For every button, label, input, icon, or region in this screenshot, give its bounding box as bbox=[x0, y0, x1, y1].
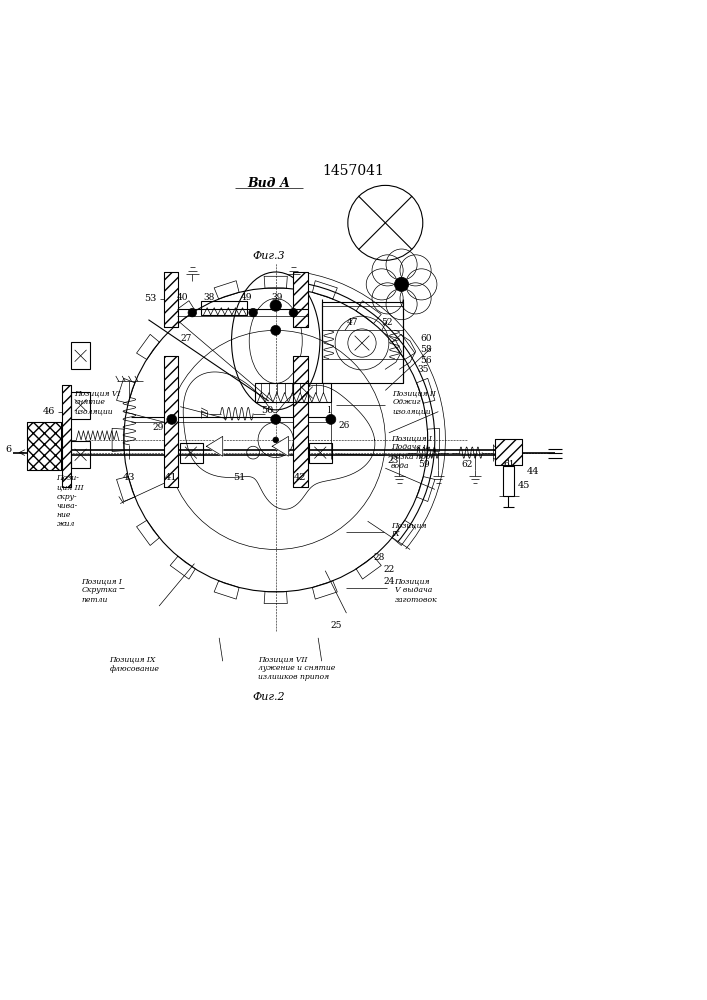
Circle shape bbox=[273, 437, 279, 443]
Text: Позиция I
Скрутка
петли: Позиция I Скрутка петли bbox=[81, 577, 122, 604]
Text: 56: 56 bbox=[421, 356, 432, 365]
Bar bbox=[27, 422, 61, 470]
Text: 58: 58 bbox=[421, 345, 432, 354]
Bar bbox=[71, 392, 90, 419]
Bar bbox=[293, 272, 308, 327]
Bar bbox=[71, 342, 90, 369]
Text: 51: 51 bbox=[233, 473, 245, 482]
Text: 40: 40 bbox=[177, 293, 188, 302]
Polygon shape bbox=[272, 436, 288, 456]
Bar bbox=[495, 439, 522, 465]
Text: 29: 29 bbox=[153, 423, 164, 432]
Circle shape bbox=[167, 414, 177, 424]
Text: 23: 23 bbox=[387, 456, 399, 465]
Bar bbox=[309, 443, 332, 463]
Text: 28: 28 bbox=[373, 553, 385, 562]
Text: 38: 38 bbox=[203, 293, 214, 302]
Text: 26: 26 bbox=[338, 421, 349, 430]
Text: 41: 41 bbox=[165, 473, 177, 482]
Text: Позиция VII
лужение и снятие
излишков припоя: Позиция VII лужение и снятие излишков пр… bbox=[258, 655, 335, 681]
Bar bbox=[495, 439, 522, 465]
Text: Позиция IX
флюсование: Позиция IX флюсование bbox=[110, 655, 160, 673]
Text: Фиг.2: Фиг.2 bbox=[252, 692, 285, 702]
Text: 47: 47 bbox=[346, 318, 358, 327]
Text: 45: 45 bbox=[518, 481, 530, 490]
Text: 59: 59 bbox=[419, 460, 430, 469]
Circle shape bbox=[271, 325, 281, 335]
Circle shape bbox=[271, 414, 281, 424]
Bar bbox=[62, 385, 71, 487]
Text: Позиция I
Подача и
резка про-
вода: Позиция I Подача и резка про- вода bbox=[391, 434, 433, 470]
Text: Фиг.3: Фиг.3 bbox=[252, 251, 285, 261]
Text: 35: 35 bbox=[417, 365, 428, 374]
Text: 24: 24 bbox=[383, 577, 395, 586]
Text: 1457041: 1457041 bbox=[322, 164, 385, 178]
Text: 39: 39 bbox=[271, 293, 283, 302]
Bar bbox=[164, 356, 178, 487]
Text: 43: 43 bbox=[123, 473, 136, 482]
Bar bbox=[180, 443, 203, 463]
Text: 46: 46 bbox=[42, 407, 55, 416]
Text: Позиция VI
снятие
изоляции: Позиция VI снятие изоляции bbox=[74, 389, 121, 416]
Bar bbox=[255, 383, 331, 402]
Circle shape bbox=[289, 308, 298, 317]
Circle shape bbox=[326, 414, 336, 424]
Bar bbox=[293, 356, 308, 487]
Text: Позиция II
Оджиг
изоляции: Позиция II Оджиг изоляции bbox=[392, 389, 436, 416]
Text: Вид А: Вид А bbox=[247, 177, 290, 190]
Polygon shape bbox=[206, 436, 223, 456]
Text: l: l bbox=[328, 406, 331, 415]
Text: 49: 49 bbox=[240, 293, 252, 302]
Bar bbox=[164, 272, 178, 327]
Text: 61: 61 bbox=[503, 460, 515, 469]
Bar bbox=[164, 272, 178, 327]
Text: 22: 22 bbox=[383, 565, 395, 574]
Text: 6: 6 bbox=[5, 445, 11, 454]
Text: 25: 25 bbox=[331, 621, 342, 630]
Text: 52: 52 bbox=[382, 318, 393, 327]
Bar bbox=[201, 301, 247, 315]
Circle shape bbox=[395, 277, 409, 291]
Text: Позиция
V выдача
заготовок: Позиция V выдача заготовок bbox=[395, 577, 437, 604]
Text: 50: 50 bbox=[261, 406, 274, 415]
Bar bbox=[71, 441, 90, 468]
Text: 62: 62 bbox=[461, 460, 472, 469]
Text: Пози-
ция III
скру-
чива-
ние
жил: Пози- ция III скру- чива- ние жил bbox=[57, 474, 83, 528]
Text: Позиция
IX: Позиция IX bbox=[391, 521, 426, 538]
Bar bbox=[503, 466, 514, 496]
Bar bbox=[293, 272, 308, 327]
Text: 42: 42 bbox=[294, 473, 307, 482]
Circle shape bbox=[188, 308, 197, 317]
Bar bbox=[293, 356, 308, 487]
Text: 60: 60 bbox=[421, 334, 432, 343]
Bar bbox=[27, 422, 61, 470]
Circle shape bbox=[270, 300, 281, 311]
Text: 53: 53 bbox=[144, 294, 157, 303]
Bar bbox=[164, 356, 178, 487]
Bar bbox=[62, 385, 71, 487]
Text: 27: 27 bbox=[180, 334, 192, 343]
Text: 44: 44 bbox=[527, 467, 539, 476]
Bar bbox=[322, 302, 403, 383]
Circle shape bbox=[249, 308, 257, 317]
